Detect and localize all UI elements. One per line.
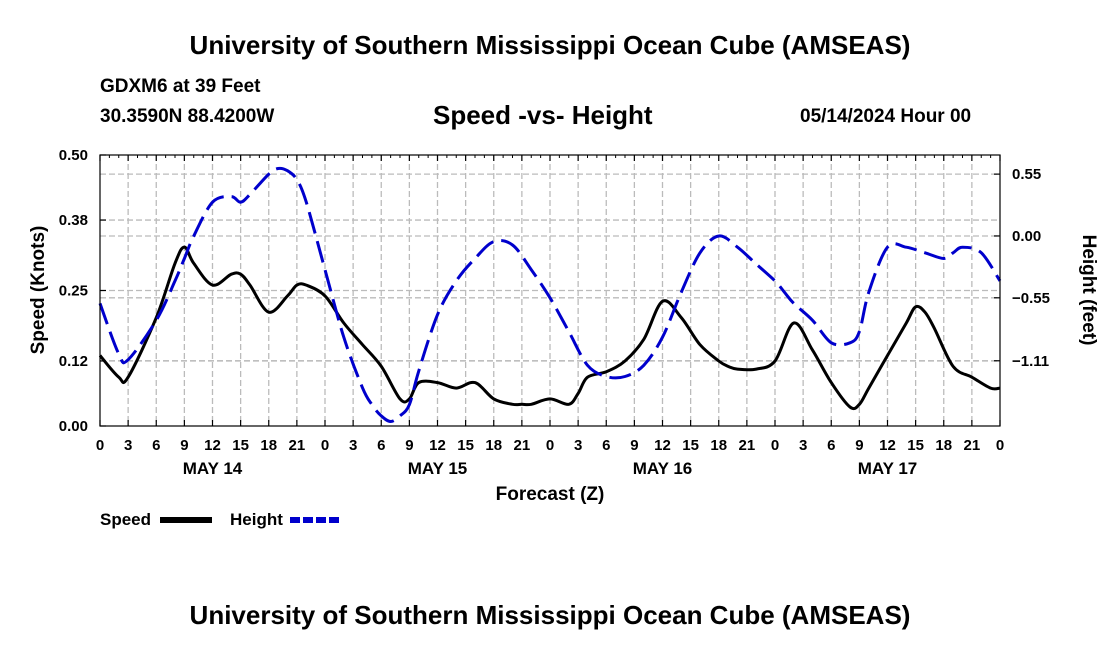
x-tick-label: 6 <box>152 437 160 454</box>
chart-title: University of Southern Mississippi Ocean… <box>189 30 911 60</box>
coordinates-label: 30.3590N 88.4200W <box>100 106 275 127</box>
y-tick-label: 0.38 <box>59 212 88 229</box>
legend-speed-label: Speed <box>100 510 151 529</box>
speed-series-line <box>98 245 1001 411</box>
date-label: MAY 15 <box>408 459 468 478</box>
x-tick-label: 6 <box>827 437 835 454</box>
x-tick-label: 0 <box>996 437 1004 454</box>
x-tick-label: 6 <box>602 437 610 454</box>
x-tick-label: 21 <box>964 437 981 454</box>
date-label: MAY 17 <box>858 459 918 478</box>
x-tick-label: 3 <box>349 437 357 454</box>
x-tick-label: 0 <box>546 437 554 454</box>
x-tick-label: 18 <box>710 437 727 454</box>
x-tick-label: 18 <box>260 437 277 454</box>
y-tick-label: 0.12 <box>59 353 88 370</box>
y-tick-label: 0.25 <box>59 283 88 300</box>
x-tick-label: 9 <box>405 437 413 454</box>
chart-subtitle: Speed -vs- Height <box>433 100 653 130</box>
footer-title: University of Southern Mississippi Ocean… <box>189 600 911 630</box>
y-tick-label: 0.00 <box>59 418 88 435</box>
x-tick-label: 12 <box>204 437 221 454</box>
x-tick-label: 9 <box>630 437 638 454</box>
x-tick-label: 12 <box>879 437 896 454</box>
y2-tick-label: 0.55 <box>1012 166 1041 183</box>
x-tick-label: 18 <box>935 437 952 454</box>
x-tick-label: 3 <box>574 437 582 454</box>
x-tick-label: 6 <box>377 437 385 454</box>
y-axis-title: Speed (Knots) <box>28 226 49 355</box>
y-tick-label: 0.50 <box>59 147 88 164</box>
station-label: GDXM6 at 39 Feet <box>100 76 261 97</box>
x-tick-label: 15 <box>232 437 249 454</box>
x-tick-label: 9 <box>855 437 863 454</box>
y2-tick-label: −1.11 <box>1012 353 1049 370</box>
y2-tick-label: −0.55 <box>1012 290 1050 307</box>
legend-height-label: Height <box>230 510 283 529</box>
x-tick-label: 18 <box>485 437 502 454</box>
x-tick-label: 0 <box>321 437 329 454</box>
x-tick-label: 21 <box>289 437 306 454</box>
x-tick-label: 3 <box>124 437 132 454</box>
x-tick-label: 15 <box>682 437 699 454</box>
x-tick-label: 21 <box>514 437 531 454</box>
date-label: MAY 16 <box>633 459 693 478</box>
x-axis-title: Forecast (Z) <box>496 484 605 505</box>
height-series-line <box>98 166 1002 423</box>
x-tick-label: 9 <box>180 437 188 454</box>
x-tick-label: 0 <box>96 437 104 454</box>
y2-tick-label: 0.00 <box>1012 228 1041 245</box>
x-tick-label: 12 <box>654 437 671 454</box>
x-tick-label: 15 <box>457 437 474 454</box>
x-tick-label: 21 <box>739 437 756 454</box>
forecast-datetime: 05/14/2024 Hour 00 <box>800 106 972 127</box>
x-tick-label: 12 <box>429 437 446 454</box>
y2-axis-title: Height (feet) <box>1078 235 1099 346</box>
x-tick-label: 3 <box>799 437 807 454</box>
x-tick-label: 0 <box>771 437 779 454</box>
date-label: MAY 14 <box>183 459 243 478</box>
x-tick-label: 15 <box>907 437 924 454</box>
